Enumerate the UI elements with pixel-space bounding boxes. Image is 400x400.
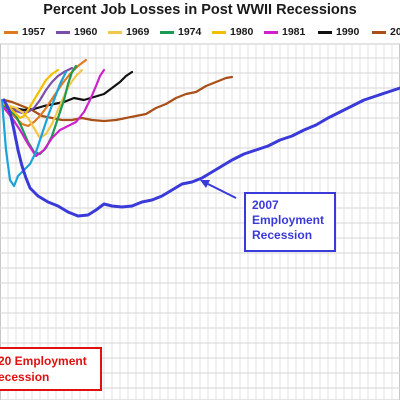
legend-item-1960: 1960 <box>56 26 97 38</box>
series-line-2020 <box>0 70 68 188</box>
chart-series <box>0 58 400 218</box>
legend-label-1981: 1981 <box>282 26 306 38</box>
annotation-2020-line-1: 20 Employment <box>0 354 87 368</box>
legend-item-1980: 1980 <box>212 26 253 38</box>
legend-label-1990: 1990 <box>336 26 360 38</box>
chart-title: Percent Job Losses in Post WWII Recessio… <box>43 2 357 18</box>
legend-item-1957: 1957 <box>4 26 45 38</box>
legend-label-1980: 1980 <box>230 26 254 38</box>
annotation-arrow-2007 <box>203 181 237 199</box>
series-line-1969 <box>2 68 84 140</box>
legend-swatch-1969 <box>108 30 122 34</box>
legend-label-2001: 2001 <box>390 26 400 38</box>
legend-swatch-2001 <box>372 30 386 34</box>
legend-label-1969: 1969 <box>126 26 150 38</box>
annotation-box-2020: 20 Employment ecession <box>0 347 102 391</box>
legend-label-1957: 1957 <box>22 26 46 38</box>
legend-item-1990: 1990 <box>318 26 359 38</box>
chart-legend: 1957 1960 1969 1974 1980 1981 1990 2001 <box>0 26 400 42</box>
legend-item-1981: 1981 <box>264 26 305 38</box>
legend-swatch-1990 <box>318 30 332 34</box>
series-line-1981 <box>2 68 106 158</box>
legend-swatch-1980 <box>212 30 226 34</box>
legend-label-1960: 1960 <box>74 26 98 38</box>
legend-item-1974: 1974 <box>160 26 201 38</box>
series-line-2007 <box>2 86 400 218</box>
annotation-2007-line-3: Recession <box>252 228 313 242</box>
annotation-box-2007: 2007 Employment Recession <box>244 192 336 252</box>
legend-swatch-1960 <box>56 30 70 34</box>
legend-item-1969: 1969 <box>108 26 149 38</box>
legend-swatch-1981 <box>264 30 278 34</box>
series-line-1980 <box>2 68 60 120</box>
annotation-2007-line-1: 2007 <box>252 198 279 212</box>
legend-swatch-1974 <box>160 30 174 34</box>
annotation-arrowhead-2007 <box>200 180 210 188</box>
annotation-2020-line-2: ecession <box>0 370 50 384</box>
legend-label-1974: 1974 <box>178 26 202 38</box>
series-line-1960 <box>2 66 74 115</box>
legend-item-2001: 2001 <box>372 26 400 38</box>
legend-swatch-1957 <box>4 30 18 34</box>
annotation-2007-line-2: Employment <box>252 213 325 227</box>
